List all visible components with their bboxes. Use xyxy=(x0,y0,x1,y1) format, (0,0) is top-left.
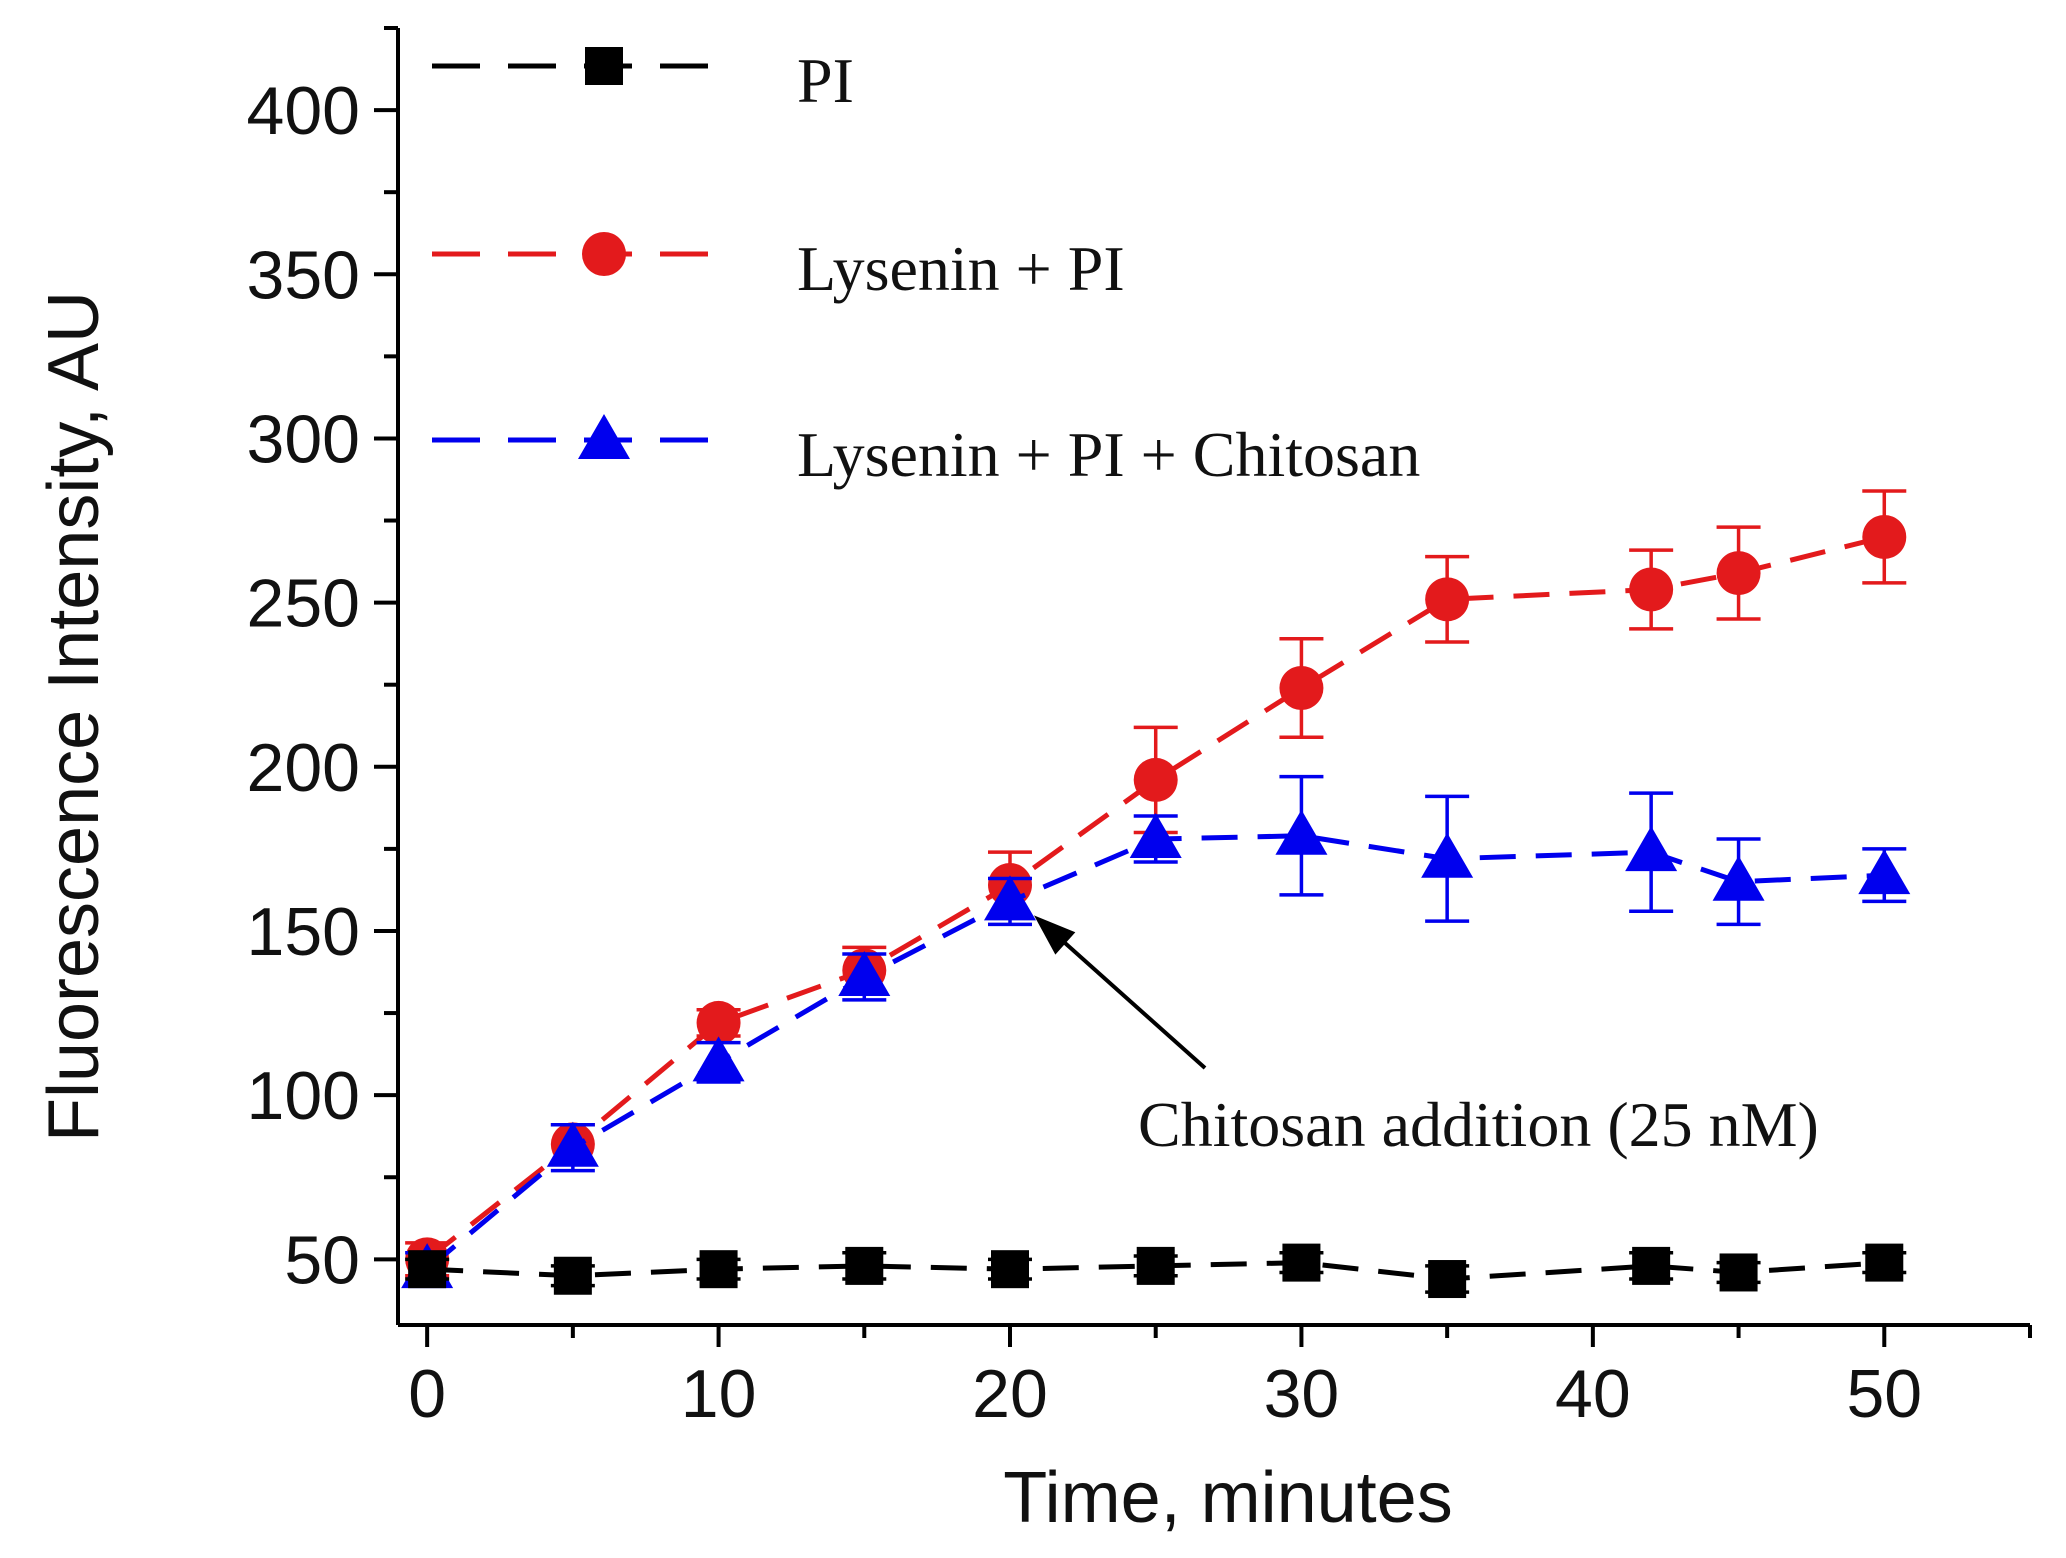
legend-marker xyxy=(582,232,626,276)
data-point xyxy=(696,1000,741,1045)
x-tick-label: 10 xyxy=(681,1356,757,1432)
data-point xyxy=(1282,1243,1321,1282)
data-point xyxy=(1428,1260,1467,1299)
y-axis-title: Fluorescence Intensity, AU xyxy=(34,291,114,1142)
data-point xyxy=(991,1250,1029,1289)
data-point xyxy=(1632,1246,1671,1285)
data-point xyxy=(1136,1246,1175,1285)
data-point xyxy=(1719,1253,1758,1292)
x-tick-label: 40 xyxy=(1555,1356,1631,1432)
data-point xyxy=(984,875,1036,921)
data-point xyxy=(1625,826,1678,872)
series-square xyxy=(405,1243,1907,1299)
data-point xyxy=(1129,813,1182,859)
legend-label: PI xyxy=(797,45,854,116)
legend-label: Lysenin + PI + Chitosan xyxy=(797,419,1420,490)
legend-item: Lysenin + PI xyxy=(432,232,1125,304)
series-line xyxy=(425,534,1885,1262)
data-point xyxy=(1712,855,1765,901)
data-point xyxy=(699,1250,738,1289)
annotation-label: Chitosan addition (25 nM) xyxy=(1138,1089,1819,1160)
annotation-layer: Chitosan addition (25 nM) xyxy=(1034,915,1819,1160)
x-tick-label: 30 xyxy=(1264,1356,1340,1432)
y-tick-label: 300 xyxy=(247,401,360,477)
data-point xyxy=(845,1246,884,1285)
y-tick-label: 150 xyxy=(247,894,360,970)
series-line xyxy=(425,833,1885,1272)
data-point xyxy=(1629,567,1674,612)
legend-item: PI xyxy=(432,45,854,116)
data-point xyxy=(1862,514,1907,559)
data-point xyxy=(1716,551,1761,596)
y-tick-label: 50 xyxy=(284,1222,360,1298)
legend-marker xyxy=(585,47,623,85)
x-tick-label: 20 xyxy=(972,1356,1048,1432)
x-axis-title: Time, minutes xyxy=(1003,1458,1452,1538)
data-point xyxy=(1133,757,1178,802)
data-point xyxy=(1279,665,1324,710)
y-tick-label: 200 xyxy=(247,730,360,806)
legend-marker xyxy=(578,414,630,459)
x-tick-label: 50 xyxy=(1846,1356,1922,1432)
axes: 0 10 20 30 40 50 50 100 150 200 250 300 350 400 xyxy=(247,26,2032,1432)
data-point xyxy=(553,1256,592,1295)
annotation-arrowhead xyxy=(1034,915,1076,955)
y-tick-label: 400 xyxy=(247,73,360,149)
data-point xyxy=(1865,1243,1904,1282)
data-point xyxy=(692,1036,745,1082)
annotation-arrow-line xyxy=(1050,929,1207,1070)
legend-item: Lysenin + PI + Chitosan xyxy=(432,414,1420,490)
series-triangle xyxy=(401,774,1911,1289)
data-point xyxy=(1275,809,1328,855)
data-point xyxy=(1858,849,1911,895)
data-point xyxy=(1421,832,1474,878)
legend: PI Lysenin + PI Lysenin + PI + Chitosan xyxy=(432,45,1420,490)
data-point xyxy=(408,1250,447,1289)
y-tick-label: 250 xyxy=(247,566,360,642)
data-point xyxy=(838,950,891,996)
series-layer xyxy=(401,489,1911,1299)
series-circle xyxy=(405,489,1907,1282)
data-point xyxy=(1425,577,1470,622)
legend-label: Lysenin + PI xyxy=(797,233,1125,304)
x-tick-label: 0 xyxy=(408,1356,446,1432)
y-tick-label: 100 xyxy=(247,1058,360,1134)
data-point xyxy=(546,1121,599,1167)
y-tick-label: 350 xyxy=(247,237,360,313)
